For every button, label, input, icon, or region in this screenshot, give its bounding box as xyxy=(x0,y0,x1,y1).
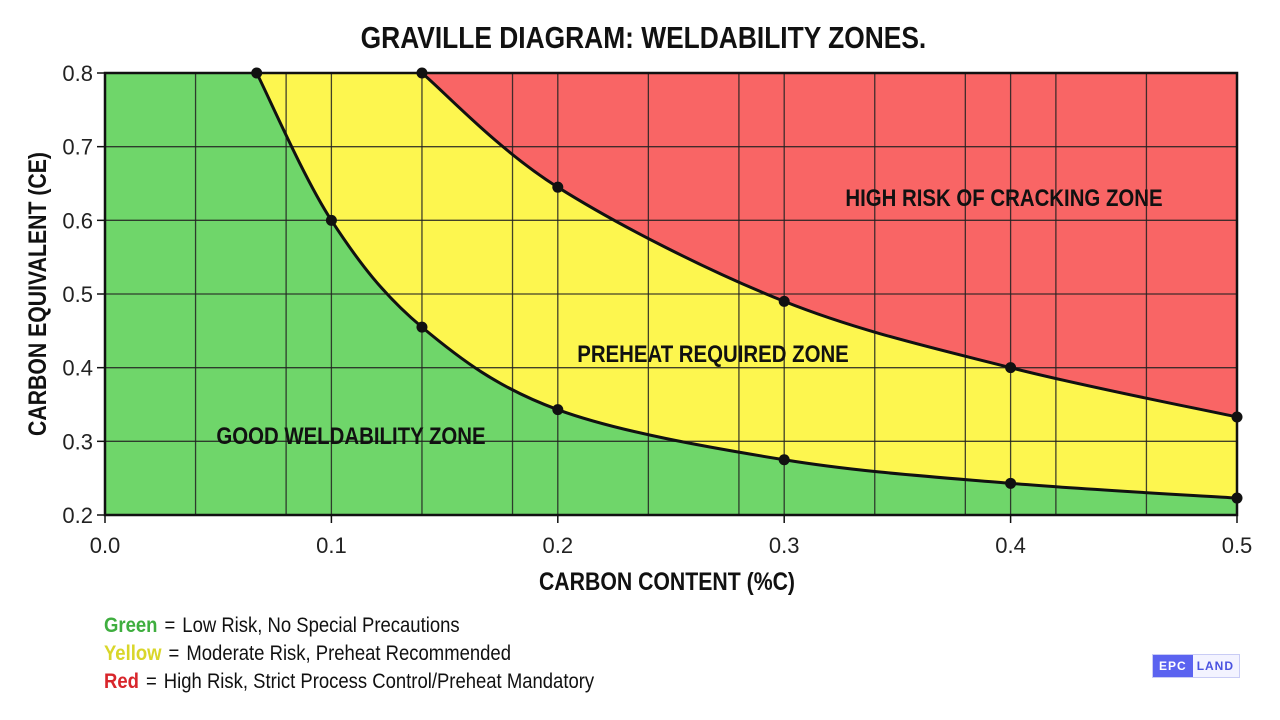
y-tick-label: 0.7 xyxy=(62,135,93,160)
plot-area: 0.0 0.1 0.2 0.3 0.4 0.5 0.2 0.3 0.4 0.5 0.6 0.7 0.8 C… xyxy=(23,61,1252,595)
legend-row-red: Red = High Risk, Strict Process Control/Pr… xyxy=(104,670,595,693)
x-tick-label: 0.4 xyxy=(995,533,1026,558)
logo-land: LAND xyxy=(1196,659,1235,673)
zone-label-preheat: PREHEAT REQUIRED ZONE xyxy=(577,340,849,367)
x-tick-label: 0.1 xyxy=(316,533,347,558)
zone-label-high-risk: HIGH RISK OF CRACKING ZONE xyxy=(845,184,1162,211)
x-tick-label: 0.5 xyxy=(1222,533,1253,558)
x-tick-label: 0.3 xyxy=(769,533,800,558)
data-point-marker xyxy=(251,67,263,79)
legend-row-green: Green = Low Risk, No Special Precautions xyxy=(104,614,460,637)
logo-epc: EPC xyxy=(1153,655,1193,677)
x-tick-label: 0.2 xyxy=(543,533,574,558)
y-tick-label: 0.2 xyxy=(62,503,93,528)
y-tick-label: 0.4 xyxy=(62,356,93,381)
legend-text-yellow: Moderate Risk, Preheat Recommended xyxy=(186,642,511,665)
x-axis-title: CARBON CONTENT (%C) xyxy=(539,567,795,595)
data-point-marker xyxy=(1231,411,1243,423)
data-point-marker xyxy=(1231,492,1243,504)
legend-text-red: High Risk, Strict Process Control/Prehea… xyxy=(163,670,595,693)
data-point-marker xyxy=(1005,362,1017,374)
x-tick-label: 0.0 xyxy=(90,533,121,558)
data-point-marker xyxy=(325,214,337,226)
legend: Green = Low Risk, No Special Precautions Y… xyxy=(104,612,594,696)
y-axis-title: CARBON EQUIVALENT (CE) xyxy=(23,152,51,436)
y-tick-label: 0.3 xyxy=(62,429,93,454)
legend-key-green: Green xyxy=(104,614,158,637)
legend-key-yellow: Yellow xyxy=(104,642,162,665)
data-point-marker xyxy=(778,295,790,307)
legend-row-yellow: Yellow = Moderate Risk, Preheat Recommende… xyxy=(104,642,511,665)
data-point-marker xyxy=(1005,477,1017,489)
good-region xyxy=(105,73,1237,515)
chart-title: GRAVILLE DIAGRAM: WELDABILITY ZONES. xyxy=(360,20,927,55)
data-point-marker xyxy=(552,181,564,193)
legend-text-green: Low Risk, No Special Precautions xyxy=(182,614,460,637)
y-tick-label: 0.6 xyxy=(62,208,93,233)
zone-label-good: GOOD WELDABILITY ZONE xyxy=(216,422,485,449)
y-tick-label: 0.5 xyxy=(62,282,93,307)
data-point-marker xyxy=(552,404,564,416)
data-point-marker xyxy=(778,454,790,466)
grid xyxy=(105,73,1237,515)
y-tick-label: 0.8 xyxy=(62,61,93,86)
legend-key-red: Red xyxy=(104,670,139,693)
data-point-marker xyxy=(416,321,428,333)
epcland-logo: EPC LAND xyxy=(1152,654,1240,678)
data-point-marker xyxy=(416,67,428,79)
